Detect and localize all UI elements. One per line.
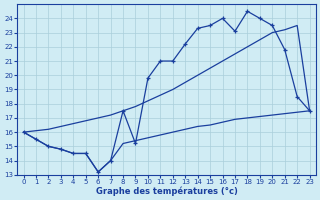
X-axis label: Graphe des températures (°c): Graphe des températures (°c): [96, 186, 237, 196]
